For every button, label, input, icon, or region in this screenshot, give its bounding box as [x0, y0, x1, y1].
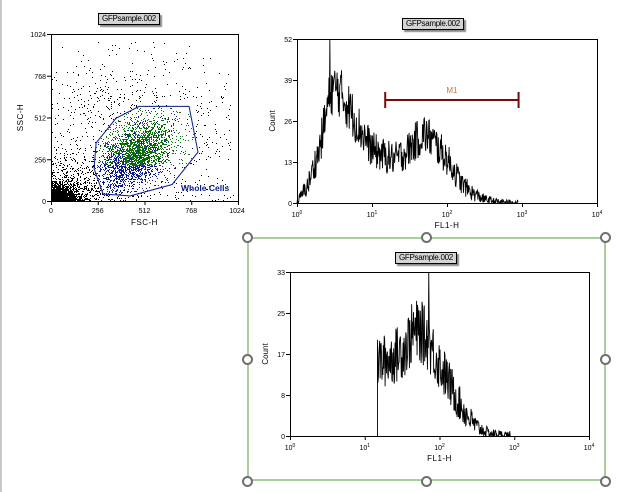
- x-tick-label: 256: [92, 208, 104, 215]
- plot-frame: [297, 39, 598, 204]
- x-axis-label: FL1-H: [427, 454, 452, 463]
- x-tick-label: 101: [359, 443, 370, 452]
- y-axis-label: SSC-H: [16, 104, 25, 131]
- histogram-fl1-all[interactable]: 100 101 102 103 104 0 13 26 39 52 FL1-H Count M1: [255, 30, 620, 235]
- x-tick-label: 0: [49, 208, 53, 215]
- x-tick-label: 102: [434, 443, 445, 452]
- resize-handle-top-middle[interactable]: [421, 232, 432, 243]
- resize-handle-bottom-right[interactable]: [600, 476, 611, 487]
- gate-label: Whole Cells: [181, 183, 229, 193]
- x-tick-label: 103: [517, 210, 528, 219]
- x-tick-label: 100: [292, 210, 303, 219]
- x-tick-label: 104: [584, 443, 595, 452]
- y-axis-label: Count: [268, 110, 277, 132]
- histogram-fl1-gated[interactable]: 100 101 102 103 104 0 8 17 25 33 FL1-H Count: [255, 262, 600, 472]
- x-tick-label: 102: [442, 210, 453, 219]
- y-tick-label: 768: [34, 74, 46, 81]
- marker-label: M1: [446, 86, 458, 95]
- y-tick-label: 17: [277, 352, 285, 359]
- x-tick-label: 103: [509, 443, 520, 452]
- y-tick-label: 25: [277, 311, 285, 318]
- y-tick-label: 8: [281, 393, 285, 400]
- y-tick-label: 1024: [30, 32, 46, 39]
- events-outside-gate: [51, 42, 234, 202]
- x-tick-label: 104: [592, 210, 603, 219]
- marker-m1[interactable]: M1: [384, 86, 520, 108]
- resize-handle-bottom-middle[interactable]: [421, 476, 432, 487]
- y-tick-label: 39: [284, 78, 292, 85]
- x-axis-label: FSC-H: [131, 218, 158, 227]
- x-tick-label: 101: [367, 210, 378, 219]
- events-gated-green: [95, 106, 194, 166]
- histogram-trace: [377, 271, 511, 438]
- histogram2-title[interactable]: GFPsample.002: [395, 252, 457, 264]
- x-tick-label: 100: [285, 443, 296, 452]
- y-tick-label: 256: [34, 157, 46, 164]
- y-tick-label: 0: [281, 434, 285, 441]
- y-tick-label: 13: [284, 160, 292, 167]
- gate-whole-cells: [93, 105, 199, 197]
- resize-handle-top-left[interactable]: [242, 232, 253, 243]
- x-axis-label: FL1-H: [435, 221, 460, 230]
- y-tick-label: 52: [284, 37, 292, 44]
- resize-handle-top-right[interactable]: [600, 232, 611, 243]
- dotplot-title[interactable]: GFPsample.002: [98, 13, 160, 25]
- y-tick-label: 0: [288, 201, 292, 208]
- dotplot-fsc-ssc[interactable]: Whole Cells 0 256 512 768 1024 0 256 512 768 1024 F…: [0, 0, 250, 232]
- x-tick-label: 1024: [229, 208, 245, 215]
- histogram1-title[interactable]: GFPsample.002: [402, 18, 464, 30]
- x-tick-label: 768: [185, 208, 197, 215]
- y-tick-label: 33: [277, 270, 285, 277]
- resize-handle-bottom-left[interactable]: [242, 476, 253, 487]
- x-tick-label: 512: [139, 208, 151, 215]
- resize-handle-middle-left[interactable]: [242, 354, 253, 365]
- y-tick-label: 512: [34, 116, 46, 123]
- resize-handle-middle-right[interactable]: [600, 354, 611, 365]
- histogram-trace: [296, 38, 519, 205]
- scatter-events: [51, 42, 234, 202]
- window-left-border: [0, 0, 2, 492]
- y-tick-label: 0: [42, 199, 46, 206]
- y-tick-label: 26: [284, 119, 292, 126]
- y-axis-label: Count: [261, 343, 270, 365]
